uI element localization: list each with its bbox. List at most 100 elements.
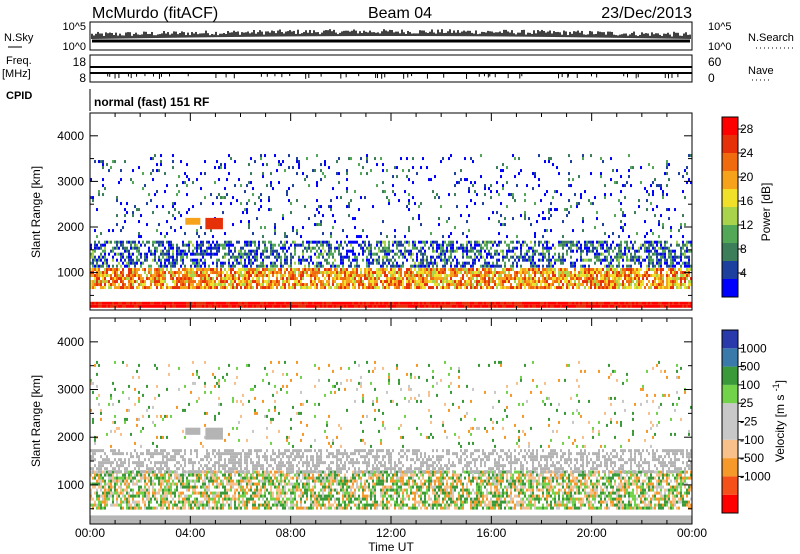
power-cell <box>650 202 652 206</box>
power-cell <box>458 271 460 275</box>
power-cell <box>170 243 172 247</box>
power-cell <box>576 286 578 290</box>
power-cell <box>174 283 176 287</box>
power-cell <box>396 280 398 284</box>
power-cell <box>244 268 246 272</box>
power-cell <box>432 240 434 244</box>
power-cell <box>516 240 518 244</box>
power-cell <box>172 261 174 265</box>
power-cell <box>162 280 164 284</box>
power-cell <box>414 246 416 250</box>
power-cell <box>650 258 652 262</box>
power-cell <box>448 283 450 287</box>
power-cell <box>110 277 112 281</box>
power-cell <box>126 286 128 290</box>
power-cell <box>242 268 244 272</box>
power-cell <box>102 193 104 197</box>
power-cell <box>632 243 634 247</box>
power-cell <box>628 268 630 272</box>
power-cell <box>228 264 230 268</box>
power-cell <box>184 274 186 278</box>
power-cell <box>438 283 440 287</box>
power-cell <box>210 246 212 250</box>
power-cell <box>382 220 384 224</box>
power-cell <box>206 268 208 272</box>
power-cell <box>430 243 432 247</box>
power-cell <box>426 283 428 287</box>
power-cell <box>262 235 264 239</box>
power-cell <box>354 255 356 259</box>
power-cell <box>132 240 134 244</box>
power-cell <box>116 246 118 250</box>
power-cell <box>414 261 416 265</box>
power-cell <box>616 181 618 185</box>
power-cell <box>266 163 268 167</box>
power-cell <box>240 274 242 278</box>
power-cell <box>108 240 110 244</box>
power-cell <box>382 169 384 173</box>
power-cell <box>368 271 370 275</box>
power-cell <box>296 232 298 236</box>
power-cell <box>90 261 92 265</box>
power-cell <box>432 271 434 275</box>
power-cell <box>156 268 158 272</box>
power-cell <box>582 283 584 287</box>
power-cell <box>154 246 156 250</box>
power-cell <box>690 154 692 158</box>
power-cell <box>686 166 688 170</box>
power-cell <box>518 255 520 259</box>
power-cell <box>266 304 268 308</box>
power-cell <box>332 304 334 308</box>
power-cell <box>596 240 598 244</box>
power-cell <box>400 252 402 256</box>
power-cell <box>424 280 426 284</box>
power-cell <box>200 286 202 290</box>
power-cell <box>98 190 100 194</box>
power-cell <box>150 249 152 253</box>
power-cell <box>470 255 472 259</box>
power-cell <box>586 283 588 287</box>
power-cell <box>318 268 320 272</box>
power-cell <box>660 274 662 278</box>
power-cell <box>92 274 94 278</box>
power-cell <box>152 277 154 281</box>
power-cell <box>386 196 388 200</box>
power-cell <box>674 274 676 278</box>
power-cell <box>142 283 144 287</box>
power-cell <box>184 268 186 272</box>
power-cell <box>272 252 274 256</box>
power-cell <box>204 196 206 200</box>
power-cell <box>392 271 394 275</box>
power-cell <box>302 277 304 281</box>
power-cell <box>136 246 138 250</box>
power-cell <box>218 274 220 278</box>
power-cell <box>216 268 218 272</box>
power-cell <box>268 274 270 278</box>
power-cell <box>328 240 330 244</box>
power-cell <box>314 286 316 290</box>
power-cell <box>562 243 564 247</box>
power-cell <box>336 283 338 287</box>
power-cell <box>258 243 260 247</box>
power-cell <box>322 283 324 287</box>
power-cell <box>310 268 312 272</box>
power-cell <box>594 252 596 256</box>
power-cell <box>222 283 224 287</box>
power-cell <box>326 252 328 256</box>
power-cell <box>248 274 250 278</box>
power-cell <box>250 283 252 287</box>
power-cell <box>444 301 446 305</box>
power-cell <box>426 301 428 305</box>
power-cell <box>686 304 688 308</box>
power-cell <box>472 286 474 290</box>
power-cell <box>146 277 148 281</box>
power-cell <box>654 271 656 275</box>
power-cell <box>522 258 524 262</box>
power-cell <box>528 268 530 272</box>
power-cell <box>426 268 428 272</box>
power-cell <box>680 249 682 253</box>
power-cell <box>198 280 200 284</box>
power-cell <box>526 280 528 284</box>
power-cell <box>562 235 564 239</box>
power-cell <box>196 246 198 250</box>
